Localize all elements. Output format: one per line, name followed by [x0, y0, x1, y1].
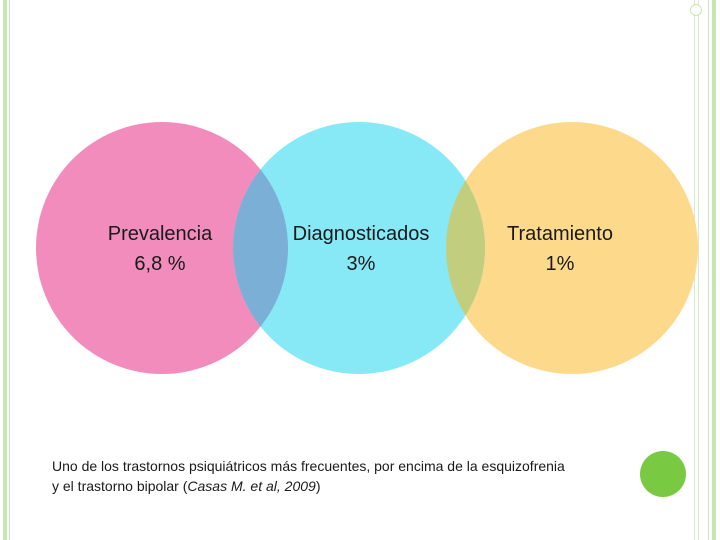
right-border-stripe [712, 0, 716, 540]
caption-body: Uno de los trastornos psiquiátricos más … [52, 458, 565, 494]
tratamiento-value: 1% [545, 253, 575, 275]
right-border-line [698, 0, 699, 540]
caption-text: Uno de los trastornos psiquiátricos más … [52, 456, 572, 496]
prevalencia-title: Prevalencia [107, 223, 213, 245]
green-dot-decoration [640, 451, 686, 497]
tratamiento-label: Tratamiento 1% [490, 219, 630, 279]
tratamiento-circle [446, 122, 698, 374]
caption-citation: Casas M. et al, 2009 [187, 478, 316, 494]
right-border-line [708, 0, 709, 540]
left-border-stripe [3, 0, 7, 540]
prevalencia-label: Prevalencia 6,8 % [92, 219, 228, 279]
corner-ring-decoration [690, 4, 702, 16]
caption-closing: ) [315, 478, 321, 494]
diagnosticados-circle [233, 122, 485, 374]
diagnosticados-label: Diagnosticados 3% [281, 219, 441, 279]
diagnosticados-title: Diagnosticados [292, 223, 430, 245]
tratamiento-title: Tratamiento [507, 223, 613, 245]
diagnosticados-value: 3% [346, 253, 376, 275]
prevalencia-circle [36, 122, 288, 374]
left-border-line [9, 0, 10, 540]
prevalencia-value: 6,8 % [134, 253, 186, 275]
